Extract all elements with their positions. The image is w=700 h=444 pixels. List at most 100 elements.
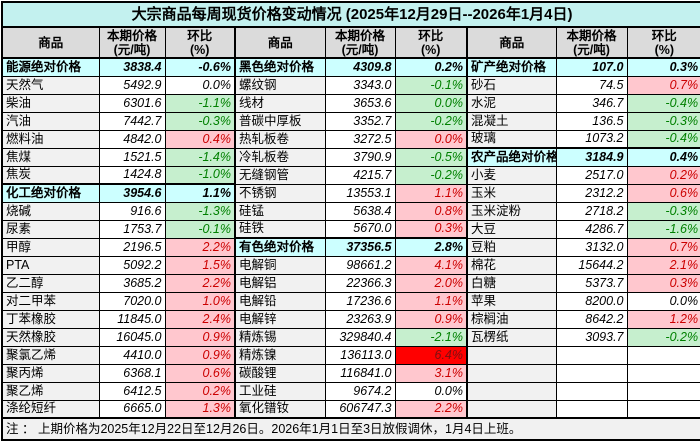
change-cell: -0.1% <box>164 219 236 239</box>
table-row: 涤纶短纤 6665.0 1.3% 氧化镨钕 606747.3 2.2% <box>1 399 700 419</box>
change-cell: -0.3% <box>164 111 236 131</box>
change-cell: 1.0% <box>164 291 236 311</box>
price-cell: 6412.5 <box>98 381 166 401</box>
header-label: (%) <box>654 42 675 57</box>
commodity-name-cell: 砂石 <box>466 75 557 95</box>
category-name-cell: 农产品绝对价格 <box>466 147 557 167</box>
change-cell: 2.2% <box>164 237 236 257</box>
price-cell: 116841.0 <box>324 363 396 383</box>
change-cell: 0.0% <box>626 291 700 311</box>
table-body: 能源绝对价格 3838.4 -0.6% 黑色绝对价格 4309.8 0.2% 矿产绝对价格 1… <box>1 57 700 419</box>
change-cell: -1.0% <box>164 165 236 185</box>
change-cell: 0.2% <box>164 381 236 401</box>
commodity-name-cell: 棕榈油 <box>466 309 557 329</box>
table-row: 聚氯乙烯 4410.0 0.9% 精炼镍 136113.0 6.4% <box>1 345 700 365</box>
header-label: 环比 <box>187 28 213 43</box>
commodity-name-cell: 螺纹钢 <box>234 75 326 95</box>
column-header-change: 环比 (%) <box>164 26 236 59</box>
price-cell: 5638.4 <box>324 201 396 221</box>
change-cell: 0.3% <box>626 57 700 77</box>
price-cell <box>555 399 628 419</box>
price-cell: 22366.3 <box>324 273 396 293</box>
change-cell: 0.8% <box>394 201 468 221</box>
price-cell: 23263.9 <box>324 309 396 329</box>
header-label: 环比 <box>418 28 444 43</box>
change-cell: 2.2% <box>394 399 468 419</box>
change-cell: 0.0% <box>164 75 236 95</box>
change-cell: 0.0% <box>394 381 468 401</box>
price-cell: 4309.8 <box>324 57 396 77</box>
footnote: 注 ： 上期价格为2025年12月22日至12月26日。2026年1月1日至3日… <box>1 417 700 441</box>
commodity-name-cell: 精炼镍 <box>234 345 326 365</box>
commodity-name-cell: 无缝钢管 <box>234 165 326 185</box>
change-cell: -0.5% <box>394 147 468 167</box>
table-row: 乙二醇 3685.2 2.2% 电解铝 22366.3 2.0% 白糖 5373.7 0.3% <box>1 273 700 293</box>
commodity-name-cell: 聚丙烯 <box>1 363 100 383</box>
column-header-commodity: 商品 <box>1 26 100 59</box>
table-row: 聚乙烯 6412.5 0.2% 工业硅 9674.2 0.0% <box>1 381 700 401</box>
price-cell: 1753.7 <box>98 219 166 239</box>
price-cell: 3184.9 <box>555 147 628 167</box>
change-cell: 0.9% <box>394 309 468 329</box>
price-cell <box>555 345 628 365</box>
price-cell: 5092.2 <box>98 255 166 275</box>
price-cell: 15644.2 <box>555 255 628 275</box>
price-cell: 3352.7 <box>324 111 396 131</box>
price-cell: 3838.4 <box>98 57 166 77</box>
commodity-name-cell: 丁苯橡胶 <box>1 309 100 329</box>
change-cell: 0.9% <box>164 345 236 365</box>
commodity-name-cell: 汽油 <box>1 111 100 131</box>
table-row: 能源绝对价格 3838.4 -0.6% 黑色绝对价格 4309.8 0.2% 矿产绝对价格 1… <box>1 57 700 77</box>
category-name-cell: 有色绝对价格 <box>234 237 326 257</box>
column-header-price: 本期价格 (元/吨) <box>555 26 628 59</box>
commodity-name-cell: 棉花 <box>466 255 557 275</box>
change-cell: 0.4% <box>164 129 236 149</box>
change-cell: 2.8% <box>394 237 468 257</box>
commodity-name-cell <box>466 363 557 383</box>
change-cell: -0.3% <box>626 111 700 131</box>
price-cell: 3132.0 <box>555 237 628 257</box>
change-cell: 1.1% <box>394 291 468 311</box>
table-row: 对二甲苯 7020.0 1.0% 电解铅 17236.6 1.1% 苹果 8200.0 0.0% <box>1 291 700 311</box>
change-cell: 0.2% <box>394 57 468 77</box>
price-cell: 6665.0 <box>98 399 166 419</box>
commodity-name-cell: 混凝土 <box>466 111 557 131</box>
column-header-change: 环比 (%) <box>394 26 468 59</box>
price-cell: 3272.5 <box>324 129 396 149</box>
commodity-name-cell: 硅锰 <box>234 201 326 221</box>
table-row: 焦煤 1521.5 -1.4% 冷轧板卷 3790.9 -0.5% 农产品绝对价格 3184.… <box>1 147 700 167</box>
header-label: 本期价格 <box>334 28 385 43</box>
commodity-name-cell: 电解铜 <box>234 255 326 275</box>
commodity-name-cell: 天然气 <box>1 75 100 95</box>
header-label: (元/吨) <box>573 42 610 57</box>
table-row: 尿素 1753.7 -0.1% 硅铁 5670.0 0.3% 大豆 4286.7 -1.6% <box>1 219 700 239</box>
price-cell: 5373.7 <box>555 273 628 293</box>
table-row: 汽油 7442.7 -0.3% 普碳中厚板 3352.7 -0.2% 混凝土 136.5 -0.… <box>1 111 700 131</box>
change-cell: 3.1% <box>394 363 468 383</box>
change-cell <box>626 363 700 383</box>
change-cell: 0.3% <box>394 219 468 239</box>
header-label: 商品 <box>499 35 525 50</box>
table-row: 燃料油 4842.0 0.4% 热轧板卷 3272.5 0.0% 玻璃 1073.2 -0.4% <box>1 129 700 149</box>
table-row: PTA 5092.2 1.5% 电解铜 98661.2 4.1% 棉花 15644.2 2.1% <box>1 255 700 275</box>
price-cell: 9674.2 <box>324 381 396 401</box>
column-header-row: 商品 本期价格 (元/吨) 环比 (%) 商品 本期价格 (元/吨) 环比 (%) 商品 本期价格 (元… <box>1 26 700 59</box>
price-cell: 3093.7 <box>555 327 628 347</box>
commodity-name-cell: 普碳中厚板 <box>234 111 326 131</box>
change-cell <box>626 399 700 419</box>
change-cell: 1.1% <box>164 183 236 203</box>
commodity-name-cell: 苹果 <box>466 291 557 311</box>
price-cell: 37356.5 <box>324 237 396 257</box>
change-cell: 0.9% <box>164 327 236 347</box>
commodity-name-cell: 大豆 <box>466 219 557 239</box>
commodity-name-cell: 碳酸锂 <box>234 363 326 383</box>
change-cell: 1.3% <box>164 399 236 419</box>
commodity-name-cell: 聚乙烯 <box>1 381 100 401</box>
price-cell: 916.6 <box>98 201 166 221</box>
header-label: (元/吨) <box>113 42 151 57</box>
commodity-name-cell: 白糖 <box>466 273 557 293</box>
commodity-name-cell <box>466 345 557 365</box>
category-name-cell: 矿产绝对价格 <box>466 57 557 77</box>
change-cell: -1.4% <box>164 147 236 167</box>
price-cell <box>555 381 628 401</box>
